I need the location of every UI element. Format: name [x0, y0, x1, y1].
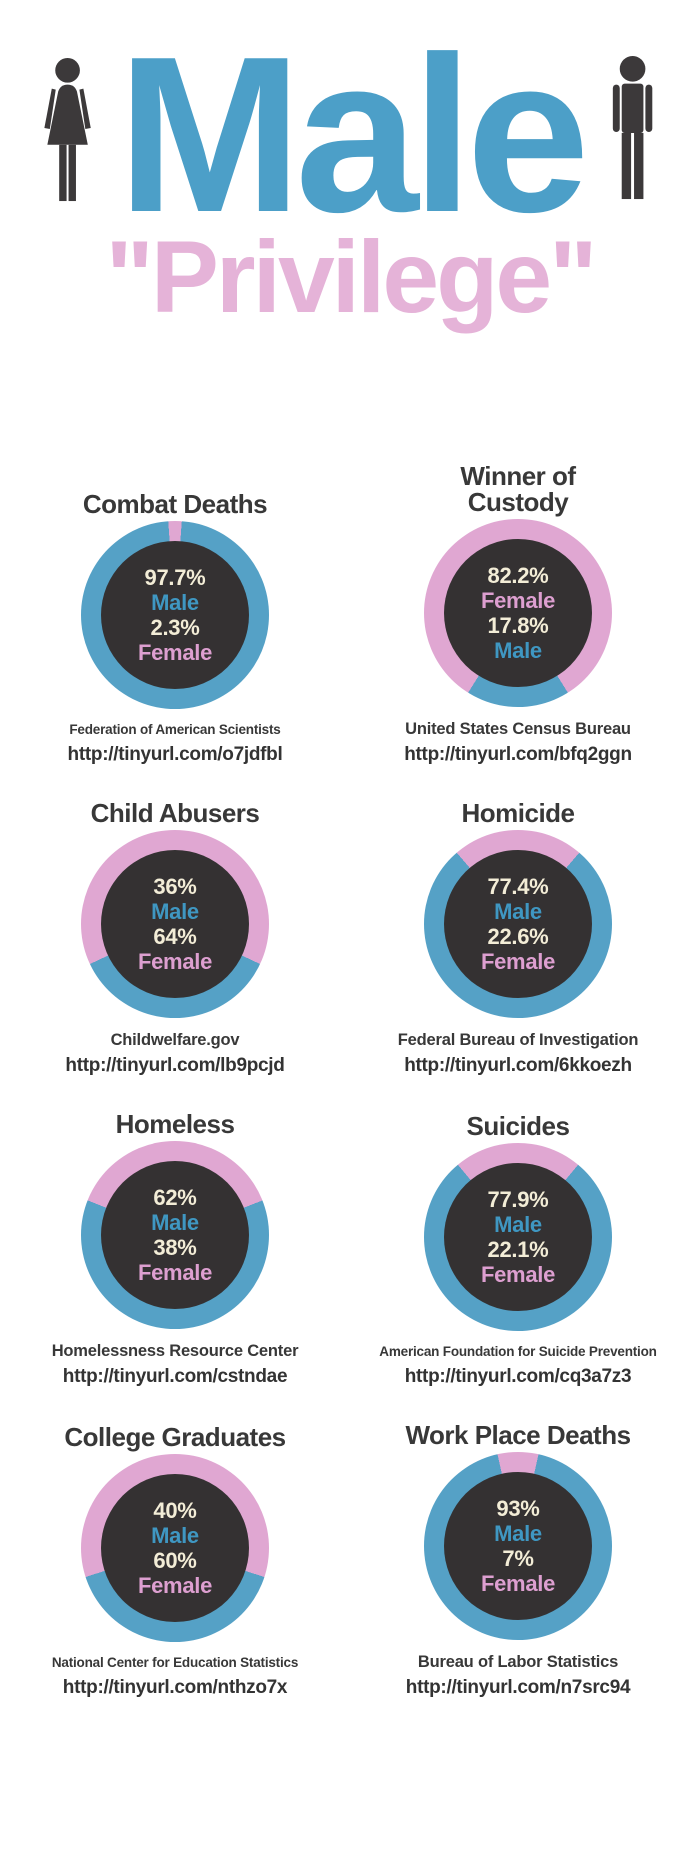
chart-title: College Graduates: [64, 1422, 286, 1452]
donut-chart: 93% Male 7% Female: [424, 1452, 612, 1640]
percent-value: 97.7%: [144, 565, 206, 590]
chart-source: Federation of American Scientists: [69, 722, 281, 737]
donut-chart: 62% Male 38% Female: [81, 1141, 269, 1329]
chart-card: Combat Deaths 97.7% Male 2.3% Female Federati…: [15, 455, 335, 766]
gender-label: Male: [494, 1212, 542, 1237]
chart-url: http://tinyurl.com/o7jdfbl: [67, 744, 283, 765]
donut-center: 62% Male 38% Female: [101, 1161, 249, 1309]
chart-source: Childwelfare.gov: [110, 1031, 240, 1049]
gender-label: Female: [137, 1573, 213, 1598]
chart-url: http://tinyurl.com/cstndae: [62, 1366, 288, 1387]
gender-label: Female: [480, 949, 556, 974]
header: Male "Privilege": [0, 0, 700, 400]
donut-center: 77.9% Male 22.1% Female: [444, 1163, 592, 1311]
chart-url: http://tinyurl.com/nthzo7x: [62, 1677, 288, 1698]
donut-chart: 97.7% Male 2.3% Female: [81, 521, 269, 709]
donut-chart: 40% Male 60% Female: [81, 1454, 269, 1642]
chart-source: American Foundation for Suicide Preventi…: [379, 1344, 657, 1359]
chart-card: Child Abusers 36% Male 64% Female Childwelfar…: [15, 766, 335, 1077]
chart-title: Work Place Deaths: [405, 1420, 631, 1450]
donut-center: 82.2% Female 17.8% Male: [444, 539, 592, 687]
gender-label: Male: [151, 899, 199, 924]
female-figure-icon: [36, 57, 99, 205]
header-subtitle-privilege: "Privilege": [105, 220, 598, 334]
charts-grid: Combat Deaths 97.7% Male 2.3% Female Federati…: [15, 455, 678, 1699]
gender-label: Male: [494, 1521, 542, 1546]
gender-label: Male: [151, 1523, 199, 1548]
gender-label: Male: [151, 1210, 199, 1235]
percent-value: 40%: [153, 1498, 197, 1523]
donut-center: 97.7% Male 2.3% Female: [101, 541, 249, 689]
chart-title: Homeless: [115, 1109, 235, 1139]
chart-url: http://tinyurl.com/n7src94: [405, 1677, 631, 1698]
gender-label: Male: [151, 590, 199, 615]
percent-value: 93%: [496, 1496, 540, 1521]
chart-card: Suicides 77.9% Male 22.1% Female American Fou…: [358, 1077, 678, 1388]
chart-card: Winner of Custody 82.2% Female 17.8% Male Unit…: [358, 455, 678, 766]
donut-chart: 82.2% Female 17.8% Male: [424, 519, 612, 707]
chart-title: Suicides: [466, 1111, 570, 1141]
chart-card: Homeless 62% Male 38% Female Homelessness Res…: [15, 1077, 335, 1388]
percent-value: 22.1%: [487, 1237, 549, 1262]
percent-value: 7%: [502, 1546, 534, 1571]
percent-value: 60%: [153, 1548, 197, 1573]
chart-title: Winner of Custody: [460, 461, 576, 517]
percent-value: 62%: [153, 1185, 197, 1210]
gender-label: Female: [480, 1571, 556, 1596]
chart-url: http://tinyurl.com/cq3a7z3: [404, 1366, 632, 1387]
donut-center: 77.4% Male 22.6% Female: [444, 850, 592, 998]
gender-label: Female: [137, 1260, 213, 1285]
chart-card: College Graduates 40% Male 60% Female Nationa…: [15, 1388, 335, 1699]
donut-chart: 77.9% Male 22.1% Female: [424, 1143, 612, 1331]
percent-value: 17.8%: [487, 613, 549, 638]
chart-source: United States Census Bureau: [405, 720, 631, 738]
chart-title: Homicide: [461, 798, 575, 828]
donut-center: 36% Male 64% Female: [101, 850, 249, 998]
donut-chart: 77.4% Male 22.6% Female: [424, 830, 612, 1018]
donut-center: 40% Male 60% Female: [101, 1474, 249, 1622]
chart-source: Homelessness Resource Center: [51, 1342, 299, 1360]
percent-value: 2.3%: [150, 615, 200, 640]
gender-label: Female: [480, 588, 556, 613]
gender-label: Male: [494, 899, 542, 924]
percent-value: 36%: [153, 874, 197, 899]
gender-label: Female: [137, 949, 213, 974]
percent-value: 77.4%: [487, 874, 549, 899]
gender-label: Female: [137, 640, 213, 665]
percent-value: 64%: [153, 924, 197, 949]
percent-value: 82.2%: [487, 563, 549, 588]
donut-chart: 36% Male 64% Female: [81, 830, 269, 1018]
percent-value: 22.6%: [487, 924, 549, 949]
chart-card: Work Place Deaths 93% Male 7% Female Bureau o…: [358, 1388, 678, 1699]
chart-url: http://tinyurl.com/lb9pcjd: [65, 1055, 285, 1076]
chart-source: Federal Bureau of Investigation: [397, 1031, 639, 1049]
chart-url: http://tinyurl.com/6kkoezh: [404, 1055, 632, 1076]
chart-card: Homicide 77.4% Male 22.6% Female Federal Bure…: [358, 766, 678, 1077]
chart-title: Child Abusers: [90, 798, 260, 828]
chart-source: National Center for Education Statistics: [51, 1655, 299, 1670]
gender-label: Male: [494, 638, 542, 663]
male-figure-icon: [601, 55, 664, 203]
percent-value: 77.9%: [487, 1187, 549, 1212]
donut-center: 93% Male 7% Female: [444, 1472, 592, 1620]
chart-source: Bureau of Labor Statistics: [417, 1653, 619, 1671]
percent-value: 38%: [153, 1235, 197, 1260]
chart-url: http://tinyurl.com/bfq2ggn: [404, 744, 632, 765]
gender-label: Female: [480, 1262, 556, 1287]
chart-title: Combat Deaths: [82, 489, 268, 519]
header-title-male: Male: [117, 11, 590, 259]
